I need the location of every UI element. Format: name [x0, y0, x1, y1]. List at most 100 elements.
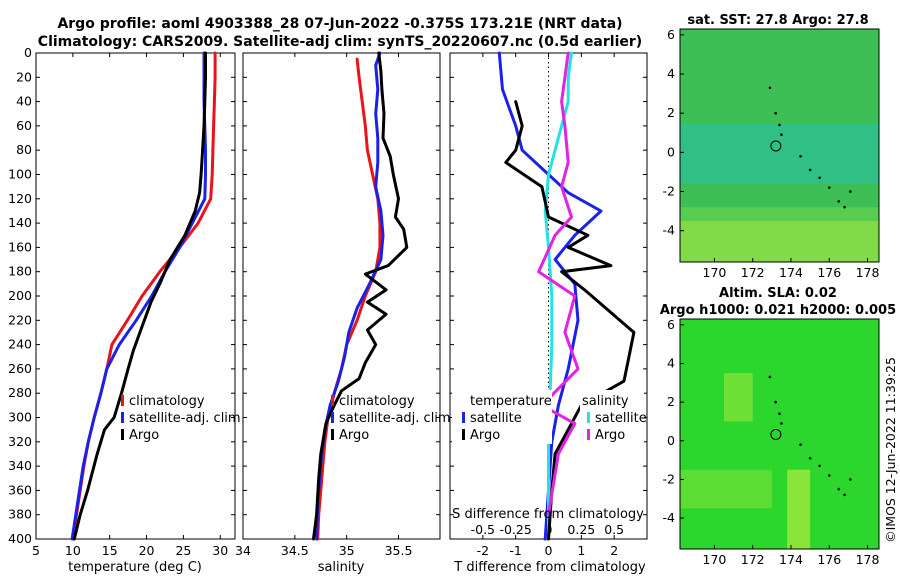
y-tick-label: 240: [8, 337, 32, 352]
island-marker: [774, 111, 777, 115]
y-tick-label: 180: [8, 264, 32, 279]
legend-label-climatology: climatology: [339, 394, 415, 409]
x-tick-label: 10: [65, 543, 81, 558]
y-tick-label: 0: [667, 144, 675, 159]
series-line-temperature-argo: [504, 100, 636, 541]
map-field-band: [680, 220, 879, 262]
series-line-satellite-adj-clim: [70, 51, 207, 541]
y-tick-label: 260: [8, 361, 32, 376]
x-tick-label: 30: [212, 543, 228, 558]
series-line-argo: [72, 51, 207, 541]
island-marker: [848, 190, 852, 193]
map-field-band: [680, 469, 772, 509]
profile-location-marker: [770, 428, 782, 440]
x-tick-label: 0: [545, 543, 553, 558]
legend-swatch-climatology: [121, 395, 124, 406]
series-line-salinity-satellite: [543, 51, 573, 541]
x-tick-label: 170: [703, 552, 727, 567]
difference-legend: temperature satellite Argo salinity sate…: [452, 390, 647, 444]
island-marker: [799, 443, 802, 446]
y-tick-label: -4: [663, 510, 676, 525]
map-frame: [679, 28, 880, 263]
temperature-panel: 0 20 40 60 80 100 120 140 160 180 200 220 240 260 280 3…: [8, 45, 236, 558]
figure-title-line2: Climatology: CARS2009. Satellite-adj cli…: [38, 34, 642, 50]
island-marker: [818, 176, 821, 180]
x-tick-label: 178: [856, 552, 880, 567]
y-tick-label: -4: [663, 223, 676, 238]
island-marker: [837, 200, 841, 203]
island-marker: [780, 133, 783, 137]
sla-map-title-line1: Altim. SLA: 0.02: [719, 286, 837, 301]
legend-swatch-argo: [331, 429, 334, 440]
x-tick-label: 174: [779, 265, 803, 280]
x-tick-label: 1: [577, 543, 585, 558]
x-tick-label: 35: [339, 543, 355, 558]
y-tick-label: 0: [24, 45, 32, 60]
y-tick-label: 280: [8, 385, 32, 400]
legend-title-temperature: temperature: [470, 394, 552, 409]
y-tick-label: 6: [667, 317, 675, 332]
series-line-argo: [312, 51, 409, 541]
x-tick-label: 170: [703, 265, 727, 280]
legend-swatch-temp-argo: [462, 429, 465, 440]
legend-label-argo: Argo: [339, 428, 369, 443]
y-tick-label: 2: [667, 105, 675, 120]
y-tick-label: 160: [8, 239, 32, 254]
series-line-salinity-argo: [537, 51, 580, 517]
x2-tick-label: 0.5: [604, 522, 624, 537]
y-tick-label: 4: [667, 355, 675, 370]
legend-swatch-argo: [121, 429, 124, 440]
y-tick-label: -2: [663, 184, 675, 199]
x-tick-label: 2: [610, 543, 618, 558]
y-tick-label: 360: [8, 482, 32, 497]
legend-background: [580, 390, 644, 444]
x2-tick-label: -0.5: [471, 522, 495, 537]
legend-label-argo: Argo: [129, 428, 159, 443]
y-tick-label: 60: [16, 118, 32, 133]
y-tick-label: 320: [8, 434, 32, 449]
difference-x2label: S difference from climatology: [452, 507, 644, 522]
x-tick-label: -1: [509, 543, 521, 558]
x-tick-label: -2: [477, 543, 489, 558]
map-field-band: [787, 469, 811, 549]
map-field-band: [680, 207, 879, 221]
map-field: [680, 319, 879, 549]
x2-tick-label: -0.25: [499, 522, 531, 537]
x-tick-label: 20: [139, 543, 155, 558]
island-marker: [843, 493, 846, 497]
island-marker: [778, 123, 781, 127]
y-tick-label: 4: [667, 66, 675, 81]
map-field-band: [724, 373, 753, 422]
legend-swatch-satellite: [331, 412, 334, 423]
legend-swatch-climatology: [331, 395, 334, 406]
plot-frame: [242, 52, 441, 540]
legend-label-satellite: satellite-adj. clim: [129, 411, 241, 426]
y-tick-label: 120: [8, 191, 32, 206]
island-marker: [808, 168, 812, 172]
y-tick-label: 300: [8, 410, 32, 425]
figure-title-line1: Argo profile: aoml 4903388_28 07-Jun-202…: [57, 16, 622, 32]
y-tick-label: 220: [8, 312, 32, 327]
x-tick-label: 172: [741, 265, 765, 280]
sla-map-title-line2: Argo h1000: 0.021 h2000: 0.005: [660, 303, 896, 318]
y-tick-label: 400: [8, 531, 32, 546]
y-tick-label: 140: [8, 215, 32, 230]
island-marker: [780, 422, 783, 425]
legend-label-temp-satellite: satellite: [470, 411, 522, 426]
legend-swatch-satellite: [121, 412, 124, 423]
legend-swatch-temp-satellite: [462, 412, 465, 423]
island-marker: [827, 186, 831, 189]
difference-xlabel: T difference from climatology: [453, 560, 646, 575]
x2-tick-label: 0.25: [567, 522, 595, 537]
temperature-legend: climatology satellite-adj. clim Argo: [121, 394, 241, 443]
y-tick-label: 0: [667, 433, 675, 448]
y-tick-label: 380: [8, 507, 32, 522]
island-marker: [818, 464, 821, 468]
island-marker: [768, 375, 772, 379]
legend-swatch-sal-argo: [587, 429, 590, 440]
x-tick-label: 174: [779, 552, 803, 567]
island-marker: [808, 456, 812, 460]
sst-map-title: sat. SST: 27.8 Argo: 27.8: [687, 13, 868, 28]
x-tick-label: 34.5: [281, 543, 309, 558]
